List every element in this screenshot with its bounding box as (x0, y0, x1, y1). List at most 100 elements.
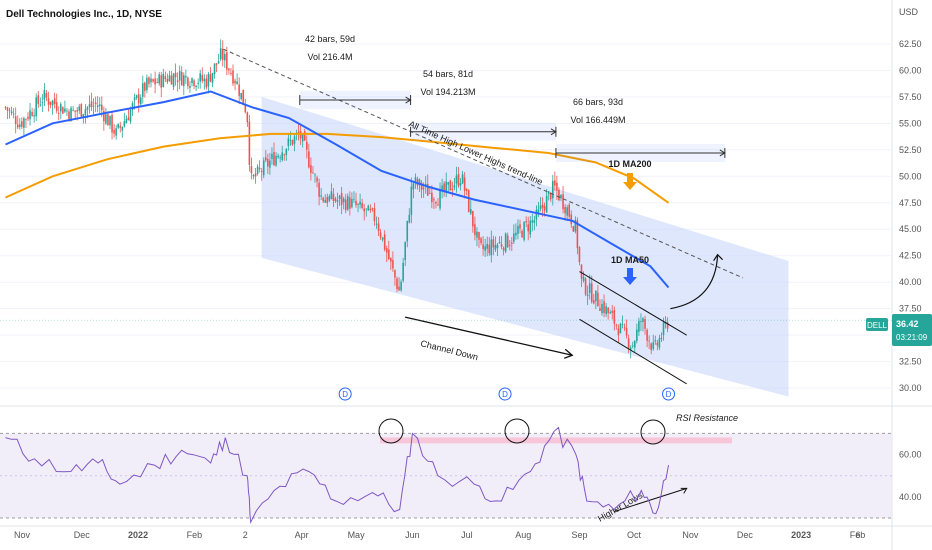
ma50-line (5, 90, 670, 289)
candle-body (638, 321, 640, 332)
ma200-line (5, 132, 670, 204)
candle-body (117, 124, 120, 128)
candle-body (502, 247, 505, 251)
candle-body (492, 239, 495, 248)
candle-body (463, 177, 466, 191)
candle-body (244, 104, 247, 113)
candle-body (57, 113, 60, 114)
candle-body (123, 121, 126, 127)
candle-body (355, 200, 357, 205)
candle-body (562, 194, 564, 210)
candle-body (43, 90, 46, 100)
candle-body (642, 318, 644, 322)
range3-bars-label: 66 bars, 93d (573, 97, 623, 107)
time-axis: Nov Dec 2022 Feb 2 Apr May Jun Jul Aug Sep Oct Nov De… (14, 530, 865, 540)
candle-body (191, 78, 193, 84)
candle-body (168, 75, 171, 82)
projection-arrowhead (713, 253, 724, 261)
candle-body (47, 98, 50, 105)
time-tick-label: May (348, 530, 366, 540)
candle-body (482, 244, 484, 250)
candle-body (457, 173, 460, 186)
candle-body (593, 300, 595, 304)
price-tick-label: 40.00 (899, 277, 922, 287)
candle-body (121, 126, 124, 131)
candle-body (84, 109, 87, 115)
chart-drawings (0, 48, 892, 513)
candle-body (234, 80, 236, 84)
ticker-price-badge: DELL 36.42 03:21:09 (866, 314, 932, 346)
candle-body (494, 244, 497, 250)
candle-body (146, 77, 148, 91)
candle-body (537, 209, 540, 213)
candle-body (275, 155, 277, 166)
candle-body (115, 128, 117, 136)
candle-body (285, 148, 288, 156)
candle-body (37, 95, 40, 104)
candle-body (541, 204, 544, 208)
candle-body (496, 244, 499, 249)
candle-body (142, 83, 144, 97)
candle-body (478, 231, 480, 240)
ma200-arrow-head (623, 182, 637, 190)
rsi-circle-1 (378, 418, 404, 444)
candle-body (230, 72, 232, 74)
candle-body (621, 324, 624, 326)
candle-body (342, 198, 345, 203)
candle-body (98, 104, 101, 107)
candle-body (545, 195, 548, 213)
candle-body (636, 329, 638, 342)
candle-body (180, 72, 183, 86)
candle-body (375, 223, 378, 225)
candle-body (103, 111, 105, 122)
candle-body (332, 193, 335, 202)
candle-body (19, 124, 21, 127)
candle-body (531, 220, 534, 223)
candle-body (666, 322, 669, 329)
candle-body (213, 63, 216, 75)
candle-body (283, 154, 286, 156)
candle-body (394, 270, 396, 278)
candle-body (656, 342, 659, 346)
candle-body (31, 112, 33, 116)
minor-channel-bottom (579, 318, 687, 385)
candle-body (306, 141, 308, 150)
higher-lows-arrowhead (680, 487, 688, 494)
candle-body (474, 224, 476, 236)
candle-body (433, 199, 435, 201)
candle-body (137, 93, 140, 104)
candle-body (377, 223, 380, 231)
candle-body (62, 107, 64, 114)
rsi-line (5, 426, 669, 524)
bar-countdown: 03:21:09 (896, 333, 928, 342)
candlestick-series (4, 39, 669, 359)
candle-body (289, 140, 292, 141)
candle-body (314, 174, 316, 176)
candle-body (634, 341, 636, 348)
candle-body (390, 257, 392, 262)
candle-body (90, 101, 93, 108)
candle-body (361, 203, 363, 208)
price-tick-label: 37.50 (899, 304, 922, 314)
candle-body (359, 201, 361, 205)
candle-body (297, 131, 300, 134)
candle-body (162, 73, 165, 87)
candle-body (107, 114, 109, 126)
rsi-axis: 60.00 40.00 (899, 450, 922, 502)
candle-body (250, 166, 253, 174)
range1-vol-label: Vol 216.4M (307, 52, 352, 62)
candle-body (439, 188, 441, 209)
candle-body (291, 140, 294, 145)
candle-body (105, 114, 107, 124)
time-tick-label: Jul (461, 530, 473, 540)
candle-body (33, 115, 35, 117)
candle-body (203, 78, 206, 82)
candle-body (564, 207, 566, 214)
rsi-tick-label: 40.00 (899, 492, 922, 502)
candle-body (166, 78, 169, 83)
candle-body (459, 183, 462, 186)
candle-body (144, 82, 146, 91)
range1-range-arrow (405, 96, 412, 104)
ma200-label: 1D MA200 (608, 159, 651, 169)
